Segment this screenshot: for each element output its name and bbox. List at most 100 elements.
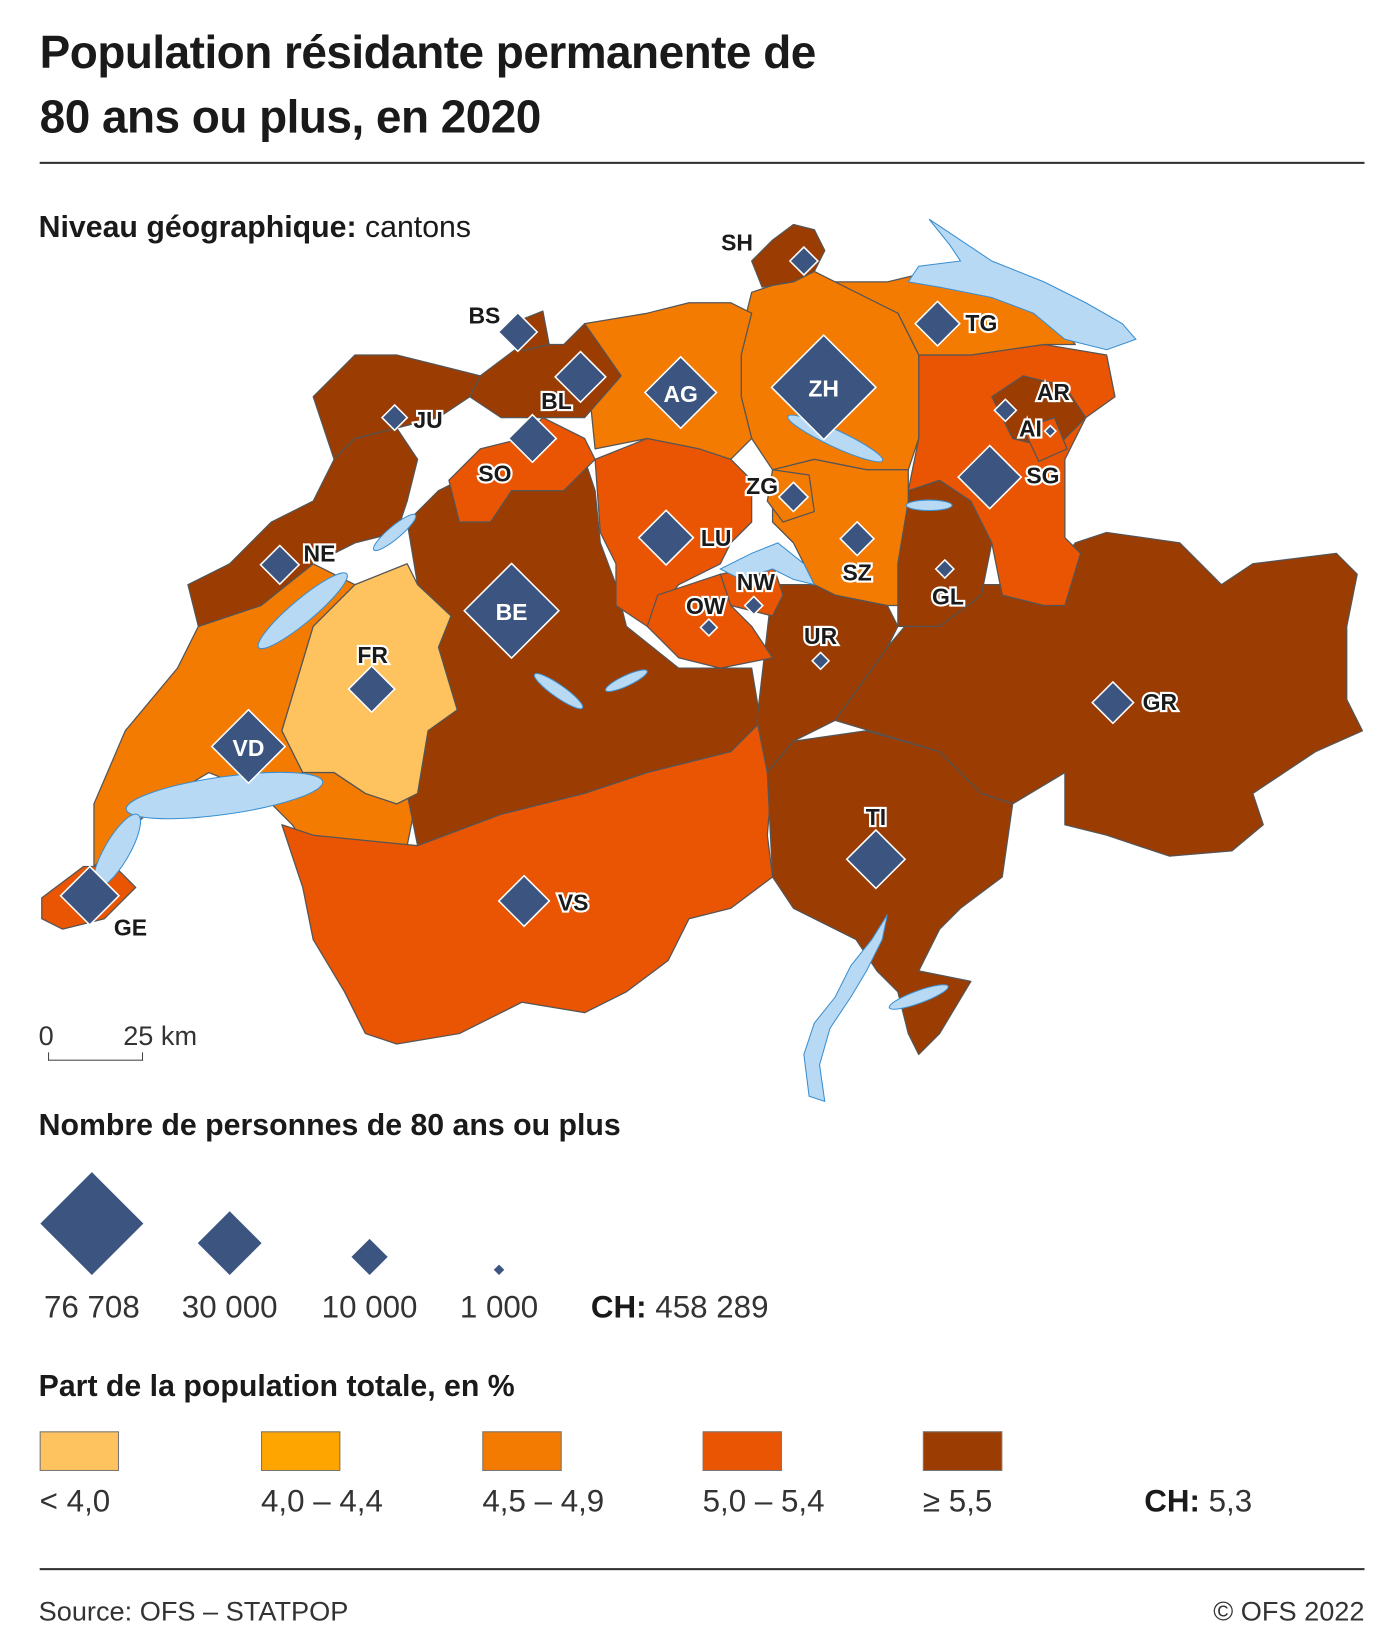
canton-label-be: BE bbox=[496, 599, 528, 625]
canton-label-ur: UR bbox=[804, 623, 838, 649]
color-swatch bbox=[39, 1431, 120, 1471]
lake-brienz bbox=[604, 669, 648, 693]
canton-label-ge: GE bbox=[114, 914, 147, 940]
cantons-layer bbox=[41, 223, 1364, 1056]
canton-ai[interactable] bbox=[1022, 416, 1068, 463]
marker-ai bbox=[1043, 424, 1058, 438]
color-legend-label: ≥ 5,5 bbox=[922, 1484, 993, 1520]
color-legend-label: 4,5 – 4,9 bbox=[482, 1484, 605, 1520]
size-total-value: 458 289 bbox=[655, 1290, 769, 1325]
canton-label-gl: GL bbox=[932, 583, 964, 609]
marker-ne bbox=[259, 544, 301, 586]
canton-label-ne: NE bbox=[304, 541, 336, 567]
canton-label-ti: TI bbox=[866, 804, 886, 830]
marker-sh bbox=[788, 245, 819, 277]
marker-be bbox=[463, 562, 560, 660]
geo-level: Niveau géographique: cantons bbox=[39, 211, 471, 245]
title-line-1: Population résidante permanente de bbox=[39, 27, 817, 79]
canton-label-nw: NW bbox=[737, 569, 776, 595]
size-legend-label: 76 708 bbox=[43, 1290, 140, 1325]
canton-label-ow: OW bbox=[686, 593, 726, 619]
canton-label-vs: VS bbox=[558, 889, 589, 915]
marker-fr bbox=[347, 664, 396, 714]
marker-ge bbox=[59, 865, 121, 927]
marker-ti bbox=[845, 828, 907, 890]
marker-sz bbox=[839, 520, 876, 557]
canton-label-sz: SZ bbox=[842, 559, 871, 585]
marker-bs bbox=[497, 311, 539, 353]
canton-ne[interactable] bbox=[187, 427, 419, 628]
canton-label-zg: ZG bbox=[746, 473, 778, 499]
marker-nw bbox=[743, 595, 764, 616]
canton-ar[interactable] bbox=[991, 375, 1087, 450]
canton-label-ju: JU bbox=[413, 407, 442, 433]
markers-layer bbox=[59, 245, 1135, 928]
lake-thun bbox=[533, 673, 584, 710]
size-legend-marker bbox=[349, 1237, 390, 1277]
lake-constance bbox=[907, 218, 1137, 351]
divider-top bbox=[39, 161, 1365, 164]
lake-lugano bbox=[888, 984, 949, 1010]
color-swatch bbox=[261, 1431, 341, 1471]
canton-label-tg: TG bbox=[965, 310, 997, 336]
canton-label-ar: AR bbox=[1037, 379, 1071, 405]
size-legend-label: 1 000 bbox=[459, 1290, 539, 1325]
copyright: © OFS 2022 bbox=[1213, 1595, 1365, 1627]
size-legend-total: CH: 458 289 bbox=[591, 1290, 769, 1325]
marker-ag bbox=[643, 355, 718, 430]
size-total-label: CH: bbox=[590, 1290, 647, 1325]
color-swatch bbox=[482, 1431, 562, 1471]
page-title: Population résidante permanente de 80 an… bbox=[39, 21, 817, 150]
size-legend-markers bbox=[38, 1170, 506, 1277]
lakes-layer bbox=[92, 218, 1137, 1103]
canton-label-zh: ZH bbox=[808, 376, 839, 402]
color-legend-title: Part de la population totale, en % bbox=[38, 1369, 515, 1404]
marker-ju bbox=[380, 403, 409, 432]
size-legend-marker bbox=[38, 1170, 145, 1277]
canton-label-vd: VD bbox=[233, 735, 265, 761]
canton-label-bl: BL bbox=[541, 388, 572, 414]
marker-gl bbox=[934, 558, 955, 580]
size-legend-label: 10 000 bbox=[321, 1290, 418, 1325]
canton-label-fr: FR bbox=[357, 642, 388, 668]
marker-ar bbox=[993, 398, 1018, 423]
canton-gr[interactable] bbox=[834, 531, 1364, 857]
canton-so[interactable] bbox=[448, 416, 596, 523]
canton-label-gr: GR bbox=[1143, 689, 1178, 715]
marker-zg bbox=[777, 481, 810, 513]
marker-tg bbox=[914, 300, 961, 348]
geo-level-value: cantons bbox=[364, 210, 472, 245]
color-legend-total: CH: 5,3 bbox=[1144, 1485, 1252, 1520]
size-legend-title: Nombre de personnes de 80 ans ou plus bbox=[38, 1108, 621, 1143]
color-legend-label: < 4,0 bbox=[39, 1484, 111, 1520]
marker-so bbox=[507, 413, 558, 464]
color-swatch bbox=[922, 1431, 1003, 1471]
marker-zh bbox=[770, 334, 878, 441]
scale-distance-label: 25 km bbox=[123, 1019, 198, 1052]
marker-ur bbox=[811, 651, 831, 671]
lake-biel bbox=[372, 513, 417, 552]
marker-vd bbox=[210, 708, 287, 785]
scale-bar bbox=[48, 1052, 144, 1061]
size-legend-marker bbox=[196, 1209, 264, 1277]
canton-label-bs: BS bbox=[468, 303, 500, 329]
size-legend-label: 30 000 bbox=[181, 1290, 278, 1325]
marker-sg bbox=[957, 444, 1023, 510]
lake-maggiore bbox=[803, 914, 888, 1103]
color-total-value: 5,3 bbox=[1208, 1484, 1253, 1520]
color-total-label: CH: bbox=[1144, 1484, 1200, 1520]
scale-zero-label: 0 bbox=[38, 1019, 54, 1052]
divider-bottom bbox=[39, 1568, 1365, 1571]
canton-label-lu: LU bbox=[701, 525, 732, 551]
canton-label-so: SO bbox=[478, 460, 511, 486]
lake-neuchatel bbox=[257, 572, 348, 650]
marker-bl bbox=[554, 350, 607, 404]
color-legend-label: 4,0 – 4,4 bbox=[261, 1484, 383, 1520]
canton-label-sg: SG bbox=[1026, 462, 1059, 488]
canton-label-ai: AI bbox=[1019, 415, 1042, 441]
lake-walen bbox=[905, 499, 953, 512]
geo-level-label: Niveau géographique: bbox=[38, 210, 357, 245]
color-swatch bbox=[702, 1431, 782, 1471]
